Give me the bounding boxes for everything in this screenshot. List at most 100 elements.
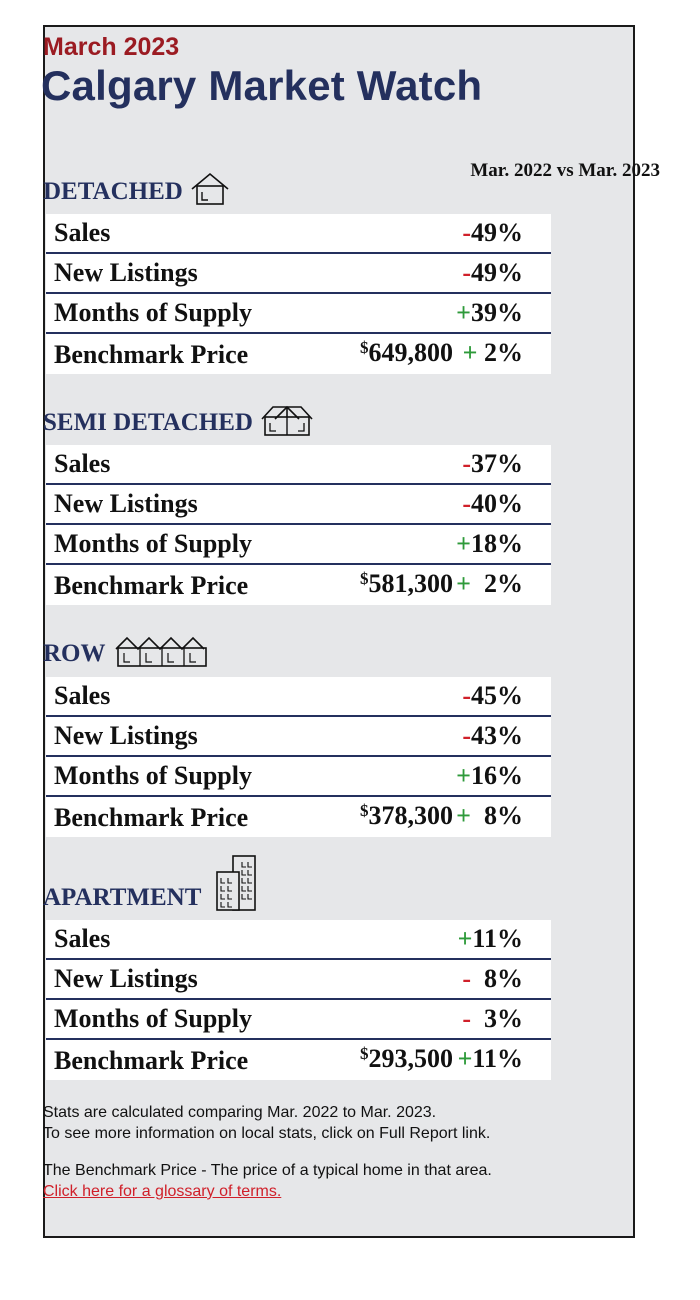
table-row: Months of Supply +18% (46, 525, 551, 565)
row-label: Sales (54, 449, 111, 478)
row-label: Months of Supply (54, 761, 252, 790)
table-row: Benchmark Price $378,300 + 8% (46, 797, 551, 837)
change-sign: + (457, 1044, 473, 1073)
price-value: 378,300 (368, 801, 454, 830)
row-label: New Listings (54, 964, 198, 993)
change-sign: + (457, 924, 473, 953)
section-label: SEMI DETACHED (43, 409, 253, 436)
table-row: Sales -49% (46, 214, 551, 254)
row-change: - 3% (462, 1004, 523, 1034)
change-value: 45% (471, 681, 523, 710)
row-change: -43% (462, 721, 523, 751)
row-label: Benchmark Price (54, 571, 249, 600)
change-sign: + (456, 801, 471, 830)
row-change: + 2% (463, 338, 523, 368)
table-row: Months of Supply - 3% (46, 1000, 551, 1040)
change-sign: + (456, 761, 471, 790)
table-row: Benchmark Price $581,300 + 2% (46, 565, 551, 605)
change-sign: - (462, 449, 471, 478)
row-change: +11% (458, 924, 523, 954)
change-sign: + (462, 338, 478, 367)
row-change: + 8% (456, 801, 523, 831)
change-value: 8% (471, 964, 523, 993)
change-sign: - (462, 681, 471, 710)
row-label: Months of Supply (54, 1004, 252, 1033)
row-house-icon (114, 636, 207, 667)
footnote-stats: Stats are calculated comparing Mar. 2022… (43, 1102, 490, 1144)
change-sign: - (462, 489, 471, 518)
row-label: New Listings (54, 258, 198, 287)
price-value: 649,800 (368, 338, 454, 367)
row-change: - 8% (462, 964, 523, 994)
glossary-link[interactable]: Click here for a glossary of terms. (43, 1183, 282, 1200)
house-icon (191, 172, 229, 205)
table-row: Sales -45% (46, 677, 551, 717)
table-row: Benchmark Price $293,500 +11% (46, 1040, 551, 1080)
row-label: New Listings (54, 489, 198, 518)
change-value: 49% (471, 258, 523, 287)
section-title-apartment: APARTMENT (43, 854, 263, 912)
currency-symbol: $ (360, 801, 369, 820)
row-label: Benchmark Price (54, 803, 249, 832)
table-row: Months of Supply +39% (46, 294, 551, 334)
change-value: 2% (471, 569, 523, 598)
change-value: 11% (472, 924, 523, 953)
change-value: 2% (477, 338, 523, 367)
table-row: Sales +11% (46, 920, 551, 960)
currency-symbol: $ (360, 1044, 369, 1063)
table-row: New Listings -43% (46, 717, 551, 757)
row-change: + 2% (456, 569, 523, 599)
benchmark-price: $649,800 (360, 338, 453, 368)
table-row: Benchmark Price $649,800 + 2% (46, 334, 551, 374)
row-change: -49% (462, 218, 523, 248)
benchmark-price: $293,500 (360, 1044, 453, 1074)
change-value: 16% (471, 761, 523, 790)
footnote-benchmark: The Benchmark Price - The price of a typ… (43, 1160, 492, 1202)
change-sign: + (456, 529, 471, 558)
change-value: 3% (471, 1004, 523, 1033)
section-label: DETACHED (43, 178, 183, 205)
footnote-line: To see more information on local stats, … (43, 1125, 491, 1142)
row-change: -49% (462, 258, 523, 288)
change-value: 43% (471, 721, 523, 750)
benchmark-price: $378,300 (360, 801, 453, 831)
row-change: +16% (456, 761, 523, 791)
detached-stats-table: Sales -49% New Listings -49% Months of S… (46, 214, 551, 374)
change-value: 39% (471, 298, 523, 327)
section-label: ROW (43, 640, 106, 667)
row-stats-table: Sales -45% New Listings -43% Months of S… (46, 677, 551, 837)
change-sign: - (462, 1004, 471, 1033)
row-label: Sales (54, 218, 111, 247)
currency-symbol: $ (360, 569, 369, 588)
change-sign: + (456, 298, 471, 327)
table-row: New Listings -40% (46, 485, 551, 525)
table-row: New Listings -49% (46, 254, 551, 294)
footnote-line: Stats are calculated comparing Mar. 2022… (43, 1104, 437, 1121)
apartment-stats-table: Sales +11% New Listings - 8% Months of S… (46, 920, 551, 1080)
change-value: 49% (471, 218, 523, 247)
row-label: Months of Supply (54, 529, 252, 558)
row-change: +39% (456, 298, 523, 328)
change-value: 11% (472, 1044, 523, 1073)
change-sign: - (462, 964, 471, 993)
row-change: -37% (462, 449, 523, 479)
row-label: Sales (54, 681, 111, 710)
row-change: +11% (458, 1044, 523, 1074)
comparison-period: Mar. 2022 vs Mar. 2023 (470, 160, 660, 181)
change-value: 18% (471, 529, 523, 558)
report-month: March 2023 (43, 33, 180, 61)
semi-detached-stats-table: Sales -37% New Listings -40% Months of S… (46, 445, 551, 605)
apartment-building-icon (216, 855, 257, 911)
table-row: New Listings - 8% (46, 960, 551, 1000)
change-value: 40% (471, 489, 523, 518)
row-label: Months of Supply (54, 298, 252, 327)
footnote-line: The Benchmark Price - The price of a typ… (43, 1162, 492, 1179)
row-change: +18% (456, 529, 523, 559)
page-title: Calgary Market Watch (41, 62, 483, 109)
change-sign: - (462, 721, 471, 750)
section-title-row: ROW (43, 634, 210, 668)
row-label: Benchmark Price (54, 340, 249, 369)
change-sign: + (456, 569, 471, 598)
currency-symbol: $ (360, 338, 369, 357)
table-row: Sales -37% (46, 445, 551, 485)
